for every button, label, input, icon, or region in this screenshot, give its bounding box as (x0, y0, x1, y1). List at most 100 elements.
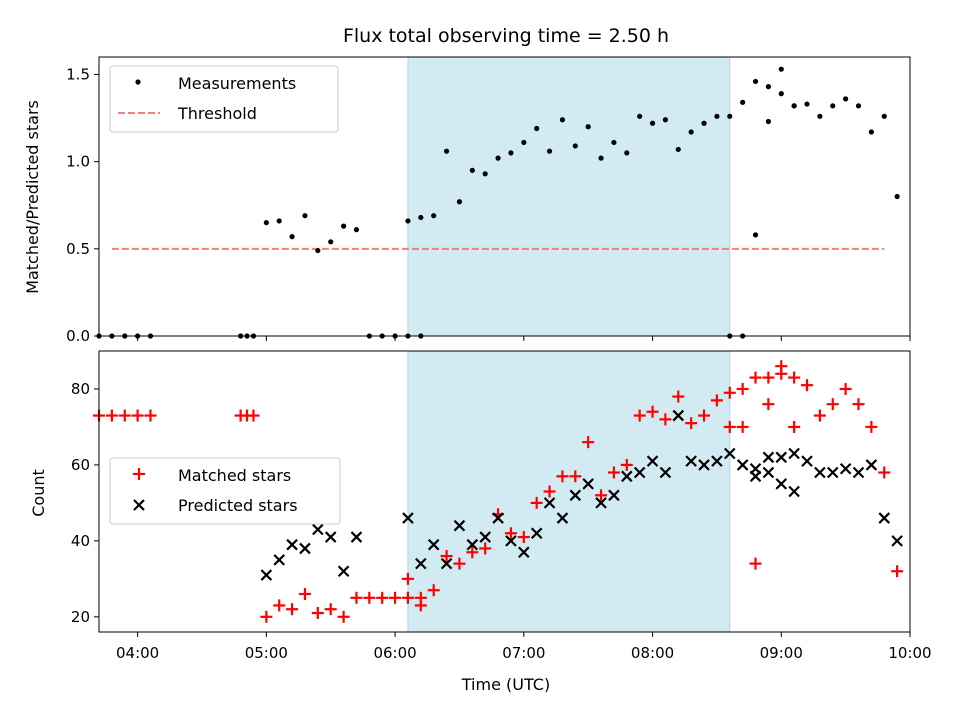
matched-point (607, 466, 620, 479)
predicted-point (891, 535, 903, 547)
measurement-point (765, 118, 771, 125)
measurement-point (418, 214, 424, 221)
predicted-point (556, 512, 569, 524)
measurement-point (843, 96, 849, 102)
matched-points (93, 360, 904, 623)
measurement-point (637, 113, 643, 119)
predicted-point (518, 546, 530, 559)
predicted-point (569, 489, 582, 502)
matched-point (788, 371, 801, 384)
predicted-point (801, 455, 813, 467)
top-axes-frame (98, 56, 911, 337)
x-tick-label: 09:00 (760, 644, 803, 662)
matched-point (839, 382, 852, 395)
bottom-axes-frame (98, 350, 911, 633)
predicted-point (723, 447, 736, 460)
predicted-point-b (672, 409, 685, 422)
measurement-point (765, 84, 771, 90)
bottom-x-ticks: 04:00 05:00 06:00 07:00 08:00 09:00 10:00 (116, 632, 932, 662)
predicted-point (402, 512, 414, 524)
matched-point (350, 591, 363, 604)
matched-point (633, 409, 646, 422)
predicted-point (466, 538, 479, 551)
matched-point (659, 413, 672, 426)
predicted-point (260, 569, 273, 581)
bottom-y-axis-label: Count (29, 469, 48, 517)
matched-point (865, 420, 878, 433)
predicted-point (273, 554, 286, 566)
measurement-point (521, 139, 527, 146)
matched-point (247, 409, 260, 422)
matched-point (878, 466, 891, 479)
predicted-point (749, 462, 762, 475)
predicted-point-b (312, 523, 324, 536)
y-tick-label: 0.5 (66, 240, 90, 258)
measurement-point (804, 101, 810, 107)
measurement-point (495, 155, 501, 161)
matched-point (595, 489, 608, 502)
matched-point (389, 591, 402, 604)
matched-point (775, 360, 788, 373)
measurement-point (469, 167, 475, 173)
predicted-point (582, 478, 594, 490)
matched-point (891, 565, 904, 578)
predicted-point (530, 527, 543, 540)
predicted-point-b (633, 466, 646, 479)
matched-point (801, 379, 814, 392)
y-tick-label: 60 (71, 456, 90, 474)
top-legend-frame (109, 65, 339, 133)
y-tick-label: 40 (71, 532, 90, 550)
matched-point (672, 390, 685, 403)
measurement-point (572, 143, 578, 149)
x-tick-label: 08:00 (631, 644, 674, 662)
predicted-point (775, 451, 788, 464)
legend-matched-label: Matched stars (178, 466, 291, 485)
measurement-point (443, 148, 450, 154)
measurement-point (611, 139, 617, 146)
predicted-point-b (569, 489, 582, 502)
matched-point (286, 603, 299, 616)
matched-point (710, 394, 723, 407)
bottom-legend: Matched stars Predicted stars (109, 457, 341, 525)
predicted-point (878, 512, 891, 524)
predicted-point-b (440, 557, 453, 570)
x-axis-label: Time (UTC) (461, 675, 550, 694)
predicted-point-b (711, 455, 723, 467)
predicted-point-b (286, 538, 298, 551)
predicted-point (453, 519, 466, 532)
measurement-point (559, 117, 566, 123)
legend-matched-marker (133, 468, 145, 480)
predicted-point (505, 535, 517, 547)
matched-point (646, 405, 659, 418)
predicted-point-b (775, 451, 788, 464)
measurement-point (868, 129, 874, 135)
predicted-point (633, 466, 646, 479)
measurement-point (534, 125, 540, 132)
matched-point (620, 458, 633, 471)
measurement-point (791, 103, 797, 109)
measurement-point (894, 193, 900, 200)
y-tick-label: 1.0 (66, 153, 90, 171)
matched-point (363, 591, 376, 604)
top-x-ticks (137, 336, 911, 341)
predicted-point (492, 512, 504, 524)
matched-point (376, 591, 389, 604)
measurement-point (649, 120, 656, 126)
predicted-point-b (878, 512, 891, 524)
predicted-point-b (595, 497, 607, 509)
matched-point (556, 470, 569, 483)
measurement-point (855, 103, 862, 109)
predicted-point-b (453, 519, 466, 532)
predicted-point-b (530, 527, 543, 540)
measurement-point (315, 247, 321, 254)
predicted-point (672, 409, 685, 422)
matched-point (698, 409, 711, 422)
predicted-point (440, 557, 453, 570)
bottom-highlight-span (407, 350, 731, 633)
predicted-point-b (749, 462, 762, 475)
predicted-point-b (505, 535, 517, 547)
matched-point (260, 610, 273, 623)
predicted-point (685, 455, 697, 467)
matched-point (749, 557, 762, 570)
measurement-point (482, 171, 488, 177)
